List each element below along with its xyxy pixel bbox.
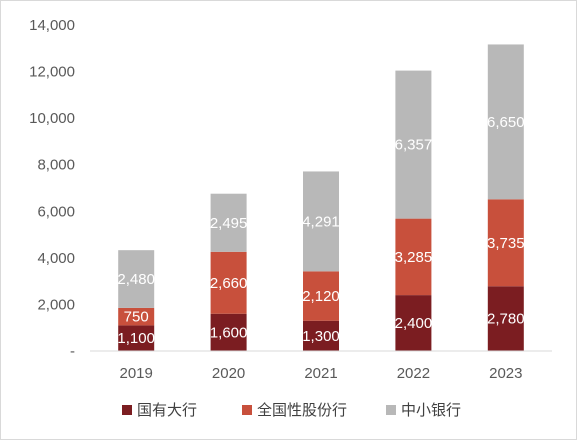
y-tick-label: 6,000 [37, 203, 75, 220]
bar-series-group: 1,100 750 2,480 1,600 2,660 2,495 1,300 2,120 4,… [117, 44, 525, 351]
bar-segment [118, 250, 155, 308]
legend-label: 国有大行 [137, 401, 197, 419]
y-tick-label: 12,000 [29, 64, 75, 81]
bar-segment [395, 70, 432, 219]
bar-segment [210, 251, 247, 314]
legend-swatch [386, 405, 396, 415]
data-label: 2,400 [395, 315, 433, 332]
data-label: 1,300 [302, 328, 340, 345]
bar-segment [487, 199, 524, 287]
legend-swatch [122, 405, 132, 415]
y-tick-label: 4,000 [37, 250, 75, 267]
y-tick-label: - [70, 343, 75, 360]
x-tick-label: 2020 [212, 365, 245, 382]
y-tick-label: 14,000 [29, 17, 75, 34]
y-tick-label: 8,000 [37, 157, 75, 174]
bar-segment [395, 218, 432, 296]
legend-label: 中小银行 [401, 401, 461, 419]
data-label: 1,600 [210, 324, 248, 341]
y-axis: - 2,000 4,000 6,000 8,000 10,000 12,000 14,000 [29, 17, 75, 360]
data-label: 6,357 [395, 137, 433, 154]
data-label: 750 [124, 309, 149, 326]
data-label: 3,285 [395, 249, 433, 266]
x-axis: 2019 2020 2021 2022 2023 [120, 365, 523, 382]
x-tick-label: 2023 [489, 365, 522, 382]
bar-segment [487, 286, 524, 351]
data-label: 2,660 [210, 275, 248, 292]
x-tick-label: 2021 [304, 365, 337, 382]
x-tick-label: 2019 [120, 365, 153, 382]
bar-segment [303, 320, 339, 351]
bar-segment [210, 313, 247, 351]
x-tick-label: 2022 [397, 365, 430, 382]
legend: 国有大行 全国性股份行 中小银行 [122, 401, 461, 419]
legend-label: 全国性股份行 [257, 401, 347, 419]
data-label: 6,650 [487, 114, 525, 131]
data-label: 4,291 [302, 213, 340, 230]
data-label: 2,120 [302, 288, 340, 305]
data-label: 2,495 [210, 215, 248, 232]
data-label: 3,735 [487, 235, 525, 252]
bar-segment [303, 171, 339, 272]
bar-segment [303, 271, 339, 321]
y-tick-label: 2,000 [37, 296, 75, 313]
bar-segment [118, 325, 155, 351]
bar-segment [487, 44, 524, 200]
data-label: 2,780 [487, 311, 525, 328]
data-label: 2,480 [117, 271, 155, 288]
y-tick-label: 10,000 [29, 110, 75, 127]
legend-swatch [242, 405, 252, 415]
bar-segment [210, 193, 247, 252]
bar-segment [118, 307, 155, 326]
data-label: 1,100 [117, 330, 155, 347]
bar-segment [395, 295, 432, 351]
